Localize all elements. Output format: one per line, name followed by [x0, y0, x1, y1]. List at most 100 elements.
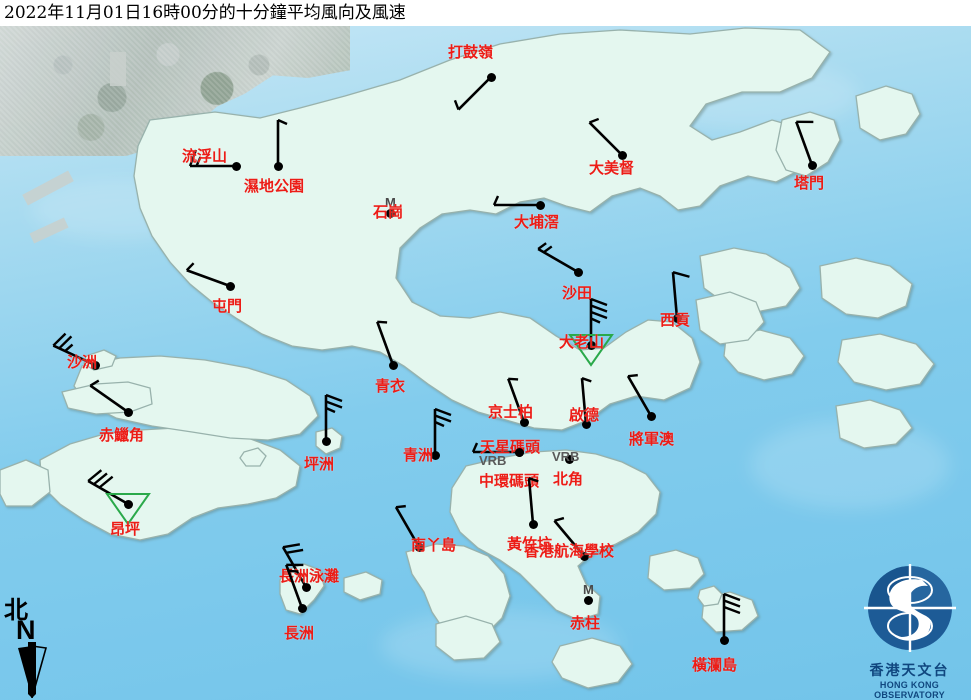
wind-barb-icon	[527, 477, 539, 525]
wind-barb-icon	[394, 504, 421, 548]
wind-barb-icon	[185, 262, 231, 288]
logo-label-cn: 香港天文台	[869, 663, 950, 679]
station-dot	[617, 150, 627, 160]
missing-data-flag: M	[583, 582, 594, 597]
station-dot	[225, 281, 235, 291]
wind-barb-icon	[453, 76, 492, 111]
station-name-label: 青衣	[375, 377, 406, 395]
wind-barb-icon	[671, 271, 690, 319]
compass-needle-icon	[18, 642, 48, 698]
wind-barb-icon	[537, 242, 579, 274]
wind-barb-icon	[276, 118, 288, 166]
station-name-label: 黃竹坑	[507, 535, 553, 553]
station-dot	[519, 417, 529, 427]
station-dot	[385, 208, 395, 218]
station-name-label: 將軍澳	[629, 430, 675, 448]
station-name-label: 北角	[553, 470, 584, 488]
station-dot	[586, 340, 596, 350]
station-dot	[719, 635, 729, 645]
station-name-label: 沙田	[562, 284, 593, 302]
wind-barb-icon	[433, 407, 452, 455]
station-name-label: 中環碼頭	[479, 472, 540, 490]
station-name-label: 京士柏	[488, 403, 534, 421]
wind-barb-icon	[492, 195, 540, 207]
wind-barb-icon	[626, 373, 653, 417]
wind-barb-icon	[281, 543, 308, 588]
page-title: 2022年11月01日16時00分的十分鐘平均風向及風速	[4, 3, 406, 23]
missing-data-flag: M	[385, 195, 396, 210]
wind-barb-icon	[188, 149, 236, 168]
station-dot	[807, 160, 817, 170]
station-name-label: 赤柱	[570, 614, 601, 632]
station-name-label: 長洲	[284, 624, 315, 642]
station-name-label: 屯門	[212, 297, 243, 315]
logo-label-en: HONG KONG OBSERVATORY	[874, 680, 945, 700]
station-name-label: 天星碼頭	[480, 438, 541, 456]
station-name-label: 流浮山	[182, 147, 228, 165]
station-dot	[573, 267, 583, 277]
station-name-label: 大埔滘	[514, 213, 560, 231]
reclaimed-strip	[110, 52, 126, 86]
wind-barb-icon	[52, 332, 96, 367]
station-dot	[486, 72, 496, 82]
hko-emblem-icon	[863, 564, 956, 652]
variable-wind-label: VRB	[479, 453, 507, 468]
station-name-label: 香港航海學校	[524, 542, 615, 560]
station-dot	[514, 447, 524, 457]
wind-barb-icon	[87, 469, 129, 506]
station-dot	[672, 313, 682, 323]
station-name-label: 啟德	[569, 406, 600, 424]
land-polygons	[0, 27, 935, 689]
compass-rose: 北 N	[4, 590, 66, 698]
variable-wind-label: VRB	[552, 449, 580, 464]
station-name-label: 石崗	[373, 203, 404, 221]
station-dot	[579, 551, 589, 561]
station-name-label: 濕地公園	[244, 177, 305, 195]
station-name-label: 西貢	[660, 311, 691, 329]
compass-label-cn: 北	[4, 595, 28, 624]
station-dot	[583, 595, 593, 605]
wind-barb-icon	[376, 320, 395, 366]
wind-barb-icon	[553, 516, 585, 557]
station-dot	[301, 582, 311, 592]
station-name-label: 南丫島	[411, 536, 457, 554]
station-dot	[123, 499, 133, 509]
station-dot	[535, 200, 545, 210]
wind-barb-icon	[324, 393, 343, 441]
compass-label-en: N	[16, 615, 36, 645]
station-dot	[388, 360, 398, 370]
station-dot	[581, 419, 591, 429]
wind-barb-icon	[588, 117, 623, 156]
station-name-label: 橫瀾島	[692, 656, 738, 674]
wind-barb-icon	[589, 297, 608, 345]
station-name-label: 赤鱲角	[99, 426, 145, 444]
wind-barb-icon	[285, 563, 304, 609]
station-dot	[528, 519, 538, 529]
station-dot	[123, 407, 133, 417]
station-dot	[90, 360, 100, 370]
station-dot	[231, 161, 241, 171]
station-name-label: 沙洲	[67, 353, 98, 371]
station-dot	[564, 454, 574, 464]
gale-warning-triangle-icon	[105, 493, 151, 526]
wind-barb-icon	[507, 377, 526, 423]
station-name-label: 大美督	[589, 159, 635, 177]
wind-barb-icon	[471, 442, 519, 454]
title-bar: 2022年11月01日16時00分的十分鐘平均風向及風速	[0, 0, 971, 26]
station-name-label: 坪洲	[304, 455, 335, 473]
hko-logo: 香港天文台 HONG KONG OBSERVATORY	[852, 562, 967, 700]
station-name-label: 打鼓嶺	[448, 43, 494, 61]
wind-barb-icon	[722, 592, 741, 640]
station-name-label: 大老山	[559, 333, 605, 351]
station-name-label: 塔門	[794, 174, 825, 192]
station-dot	[297, 603, 307, 613]
wind-barb-icon	[89, 379, 129, 414]
station-name-label: 青洲	[403, 446, 434, 464]
station-dot	[321, 436, 331, 446]
wind-barb-icon	[795, 120, 814, 166]
station-dot	[273, 161, 283, 171]
station-dot	[430, 450, 440, 460]
station-dot	[646, 411, 656, 421]
station-dot	[414, 542, 424, 552]
